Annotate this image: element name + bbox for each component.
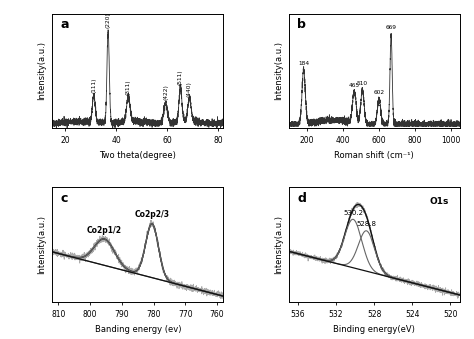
Text: 465: 465 xyxy=(349,83,360,88)
Text: a: a xyxy=(61,18,69,31)
Text: Co2p1/2: Co2p1/2 xyxy=(87,226,122,235)
Text: (511): (511) xyxy=(178,70,183,85)
Y-axis label: Intensity(a.u.): Intensity(a.u.) xyxy=(274,215,283,274)
X-axis label: Banding energy (ev): Banding energy (ev) xyxy=(94,325,181,334)
Text: (111): (111) xyxy=(91,77,96,93)
Text: (440): (440) xyxy=(187,81,192,97)
X-axis label: Roman shift (cm⁻¹): Roman shift (cm⁻¹) xyxy=(334,151,414,160)
Text: (311): (311) xyxy=(126,79,131,95)
Text: c: c xyxy=(61,192,68,205)
Text: Co2p2/3: Co2p2/3 xyxy=(135,211,170,219)
Text: (422): (422) xyxy=(163,84,168,100)
Text: (220): (220) xyxy=(106,13,110,28)
Text: 528.8: 528.8 xyxy=(356,221,376,227)
X-axis label: Two theta(degree): Two theta(degree) xyxy=(100,151,176,160)
Text: 602: 602 xyxy=(374,89,384,95)
Text: 669: 669 xyxy=(385,25,397,30)
Text: 530.2: 530.2 xyxy=(343,210,363,216)
Text: d: d xyxy=(297,192,306,205)
Text: O1s: O1s xyxy=(429,197,449,205)
Text: 510: 510 xyxy=(357,81,368,85)
Y-axis label: Intensity(a.u.): Intensity(a.u.) xyxy=(37,215,46,274)
Y-axis label: Intensity(a.u.): Intensity(a.u.) xyxy=(274,41,283,100)
Text: b: b xyxy=(297,18,306,31)
Text: 184: 184 xyxy=(298,61,309,66)
X-axis label: Binding energy(eV): Binding energy(eV) xyxy=(333,325,415,334)
Y-axis label: Intensity(a.u.): Intensity(a.u.) xyxy=(37,41,46,100)
